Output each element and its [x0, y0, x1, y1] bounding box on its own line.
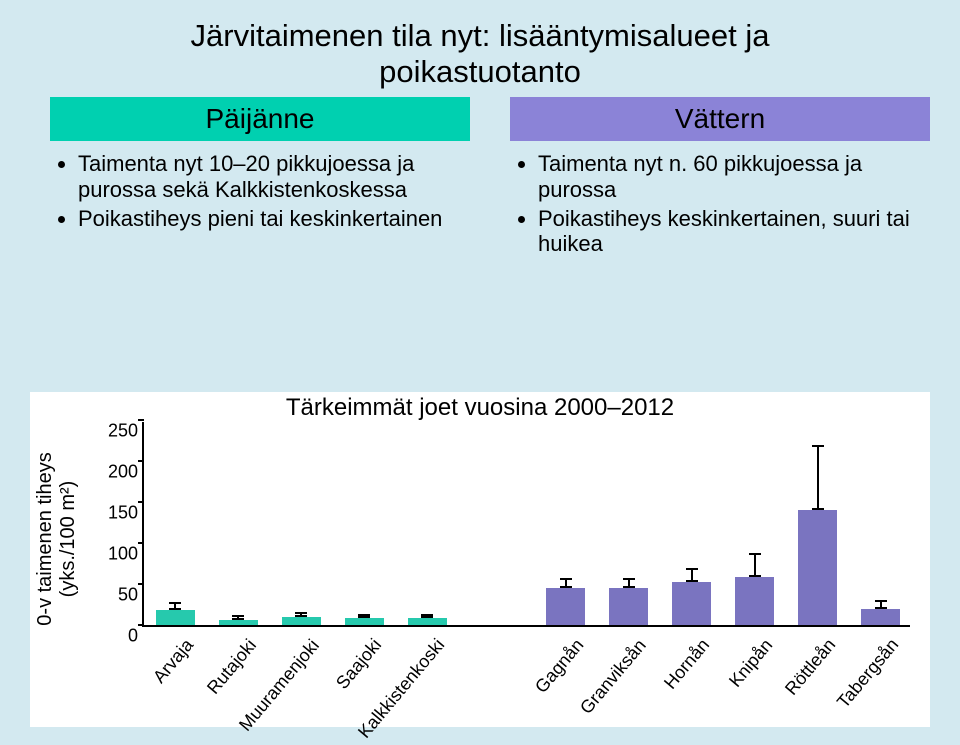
- chart-error-bar: [426, 614, 428, 619]
- chart-error-bar: [628, 578, 630, 588]
- bullet-item: Taimenta nyt n. 60 pikkujoessa ja puross…: [538, 151, 930, 202]
- chart-error-bar: [174, 602, 176, 610]
- chart-error-bar: [237, 615, 239, 620]
- y-tick-mark: [138, 583, 144, 585]
- x-tick-label: Saajoki: [332, 635, 386, 694]
- left-column: Päijänne Taimenta nyt 10–20 pikkujoessa …: [50, 97, 470, 260]
- right-column: Vättern Taimenta nyt n. 60 pikkujoessa j…: [510, 97, 930, 260]
- chart-bar: [546, 588, 585, 625]
- y-tick-mark: [138, 460, 144, 462]
- chart-bar: [672, 582, 711, 625]
- chart-error-bar: [880, 600, 882, 608]
- chart-bar: [345, 618, 384, 625]
- x-tick-label: Hornån: [660, 635, 714, 694]
- page-title: Järvitaimenen tila nyt: lisääntymisaluee…: [0, 0, 960, 97]
- x-tick-label: Tabergsån: [833, 635, 903, 713]
- y-tick-label: 0: [94, 626, 138, 647]
- title-line-2: poikastuotanto: [379, 54, 581, 89]
- chart: Tärkeimmät joet vuosina 2000–2012 0-v ta…: [30, 392, 930, 727]
- y-tick-label: 250: [94, 421, 138, 442]
- y-tick-mark: [138, 419, 144, 421]
- chart-error-bar: [691, 568, 693, 583]
- y-tick-label: 100: [94, 544, 138, 565]
- bullet-item: Poikastiheys pieni tai keskinkertainen: [78, 206, 470, 231]
- title-line-1: Järvitaimenen tila nyt: lisääntymisaluee…: [191, 18, 770, 53]
- y-tick-mark: [138, 501, 144, 503]
- chart-title: Tärkeimmät joet vuosina 2000–2012: [30, 394, 930, 422]
- x-tick-label: Rutajoki: [203, 635, 261, 698]
- chart-error-bar: [817, 445, 819, 511]
- bullet-item: Poikastiheys keskinkertainen, suuri tai …: [538, 206, 930, 257]
- columns: Päijänne Taimenta nyt 10–20 pikkujoessa …: [0, 97, 960, 260]
- y-tick-mark: [138, 624, 144, 626]
- bullet-item: Taimenta nyt 10–20 pikkujoessa ja puross…: [78, 151, 470, 202]
- chart-error-bar: [754, 553, 756, 578]
- y-tick-mark: [138, 542, 144, 544]
- chart-bar: [156, 610, 195, 625]
- chart-bar: [282, 617, 321, 625]
- x-tick-label: Arvaja: [149, 635, 198, 688]
- chart-ylabel: 0-v taimenen tiheys (yks./100 m²): [34, 419, 80, 659]
- chart-bar: [861, 609, 900, 625]
- y-tick-label: 50: [94, 585, 138, 606]
- chart-error-bar: [363, 614, 365, 619]
- chart-bar: [219, 620, 258, 625]
- chart-error-bar: [300, 612, 302, 617]
- chart-error-bar: [565, 578, 567, 588]
- right-header: Vättern: [510, 97, 930, 141]
- left-bullets: Taimenta nyt 10–20 pikkujoessa ja puross…: [50, 151, 470, 231]
- y-tick-label: 200: [94, 462, 138, 483]
- chart-bar: [798, 510, 837, 625]
- x-tick-label: Gagnån: [531, 635, 588, 698]
- chart-bar: [609, 588, 648, 625]
- chart-plot-area: 050100150200250ArvajaRutajokiMuuramenjok…: [142, 422, 910, 627]
- chart-bar: [408, 618, 447, 625]
- chart-bar: [735, 577, 774, 625]
- left-header: Päijänne: [50, 97, 470, 141]
- x-tick-label: Röttleån: [781, 635, 840, 700]
- x-tick-label: Knipån: [725, 635, 777, 691]
- right-bullets: Taimenta nyt n. 60 pikkujoessa ja puross…: [510, 151, 930, 256]
- y-tick-label: 150: [94, 503, 138, 524]
